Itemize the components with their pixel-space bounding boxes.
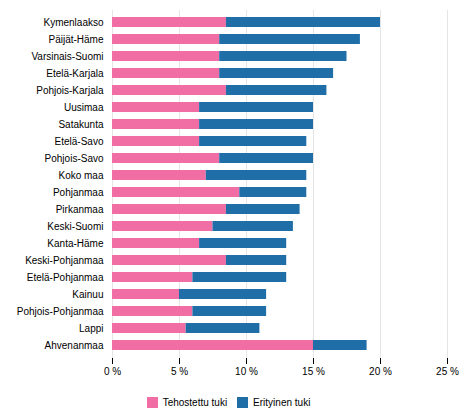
svg-text:Ahvenanmaa: Ahvenanmaa [45, 340, 104, 351]
svg-text:Pohjois-Savo: Pohjois-Savo [45, 153, 104, 164]
svg-text:5 %: 5 % [171, 366, 188, 377]
svg-text:Päijät-Häme: Päijät-Häme [48, 34, 103, 45]
svg-text:Varsinais-Suomi: Varsinais-Suomi [31, 51, 103, 62]
svg-text:Lappi: Lappi [79, 323, 103, 334]
svg-text:10 %: 10 % [235, 366, 258, 377]
svg-text:Kainuu: Kainuu [72, 289, 103, 300]
svg-text:25 %: 25 % [436, 366, 459, 377]
svg-text:Keski-Pohjanmaa: Keski-Pohjanmaa [25, 255, 104, 266]
svg-text:Koko maa: Koko maa [58, 170, 103, 181]
svg-text:Satakunta: Satakunta [58, 119, 103, 130]
svg-text:Pohjois-Pohjanmaa: Pohjois-Pohjanmaa [17, 306, 104, 317]
svg-text:0 %: 0 % [104, 366, 121, 377]
svg-text:Etelä-Karjala: Etelä-Karjala [46, 68, 104, 79]
svg-text:20 %: 20 % [369, 366, 392, 377]
svg-text:Etelä-Savo: Etelä-Savo [55, 136, 104, 147]
svg-text:Pohjois-Karjala: Pohjois-Karjala [36, 85, 104, 96]
svg-text:Pirkanmaa: Pirkanmaa [56, 204, 104, 215]
svg-text:Kymenlaakso: Kymenlaakso [43, 17, 103, 28]
svg-text:Kanta-Häme: Kanta-Häme [47, 238, 104, 249]
svg-text:Keski-Suomi: Keski-Suomi [47, 221, 103, 232]
html-text:Erityinen tuki: Erityinen tuki [253, 397, 311, 408]
svg-text:Etelä-Pohjanmaa: Etelä-Pohjanmaa [27, 272, 104, 283]
svg-text:15 %: 15 % [302, 366, 325, 377]
svg-text:Pohjanmaa: Pohjanmaa [53, 187, 104, 198]
html-text:Tehostettu tuki: Tehostettu tuki [162, 397, 228, 408]
svg-text:Uusimaa: Uusimaa [64, 102, 104, 113]
